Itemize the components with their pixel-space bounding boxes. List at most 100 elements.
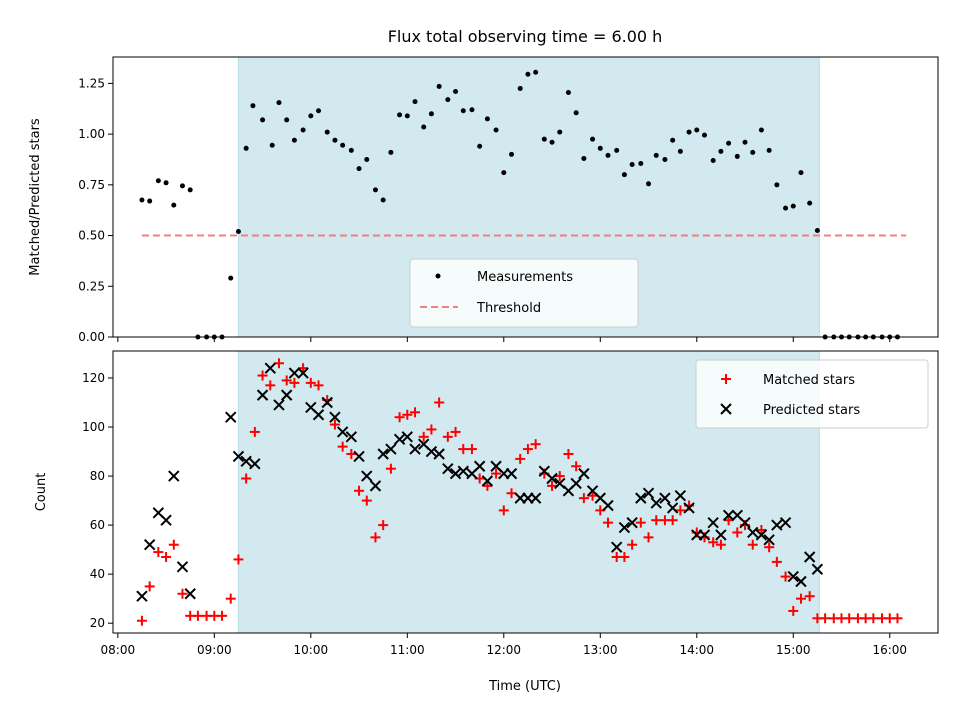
matched-star-point [578, 493, 589, 504]
x-tick-label: 10:00 [294, 643, 329, 657]
predicted-star-point [771, 519, 783, 531]
predicted-star-point [570, 477, 582, 490]
measurement-point [790, 203, 796, 209]
matched-star-point [675, 505, 686, 516]
matched-star-point [225, 593, 236, 604]
matched-star-point [780, 571, 791, 582]
matched-star-point [249, 426, 260, 437]
matched-star-point [257, 370, 268, 381]
predicted-star-point [409, 443, 421, 455]
matched-star-point [643, 532, 654, 543]
matched-star-point [402, 409, 413, 420]
matched-star-point [305, 377, 316, 388]
predicted-star-point [361, 470, 373, 482]
bottom-y-axis-label: Count [34, 473, 49, 512]
predicted-star-point [385, 443, 397, 455]
measurement-point [742, 139, 748, 145]
x-tick-label: 12:00 [486, 643, 521, 657]
predicted-star-point [273, 399, 285, 411]
measurement-point [260, 117, 266, 123]
predicted-star-point [176, 561, 189, 573]
bottom-legend-box [695, 359, 929, 429]
measurement-point [557, 129, 563, 135]
matched-star-point [329, 419, 340, 430]
matched-star-point [434, 397, 445, 408]
predicted-star-point [312, 409, 325, 421]
x-tick-label: 11:00 [390, 643, 425, 657]
predicted-star-point [143, 539, 156, 551]
matched-star-point [498, 505, 509, 516]
predicted-star-point [425, 445, 438, 458]
measurement-point [798, 170, 804, 176]
matched-star-point [394, 412, 405, 423]
measurement-point [662, 156, 668, 162]
predicted-star-point [618, 521, 631, 534]
measurement-point [590, 136, 596, 142]
top-legend-box [409, 258, 639, 328]
measurement-point [484, 116, 490, 122]
predicted-star-point [442, 462, 454, 475]
matched-star-point [627, 539, 638, 550]
predicted-star-point [449, 467, 462, 480]
predicted-star-point [642, 487, 655, 499]
matched-star-point [289, 377, 300, 388]
x-tick-label: 16:00 [872, 643, 907, 657]
measurement-point [766, 147, 772, 153]
legend-matched-label: Matched stars [763, 373, 855, 388]
measurement-point [541, 136, 547, 142]
matched-star-point [177, 588, 188, 599]
matched-star-point [281, 375, 292, 386]
matched-star-point [450, 426, 461, 437]
matched-star-point [153, 547, 164, 558]
legend-plus-glyph [721, 374, 731, 384]
matched-star-point [554, 471, 565, 482]
matched-star-point [651, 515, 662, 526]
matched-star-point [466, 444, 477, 455]
predicted-star-point [650, 497, 662, 509]
measurement-point [807, 200, 813, 206]
top-legend: Measurements Threshold [409, 258, 639, 328]
measurement-point [250, 103, 256, 109]
matched-star-point [346, 448, 357, 459]
matched-star-point [378, 520, 389, 531]
measurement-point [758, 127, 764, 133]
measurement-point [677, 148, 683, 154]
matched-star-point [732, 527, 743, 538]
matched-star-point [217, 610, 228, 621]
measurement-point [460, 108, 466, 114]
y-tick-label: 60 [90, 518, 105, 532]
x-tick-label: 08:00 [101, 643, 136, 657]
y-tick-label: 0.00 [78, 330, 105, 344]
measurement-point [638, 161, 644, 167]
predicted-star-point [722, 509, 735, 522]
y-tick-label: 100 [82, 420, 105, 434]
measurement-point [469, 107, 475, 113]
matched-star-point [764, 542, 775, 553]
predicted-star-point [787, 570, 799, 583]
predicted-star-point [240, 455, 252, 468]
measurement-point [139, 197, 145, 203]
matched-star-point [418, 431, 429, 442]
measurement-point [300, 127, 306, 133]
measurement-point [445, 97, 451, 103]
measurement-point [710, 157, 716, 163]
matched-star-point [426, 424, 437, 435]
matched-star-point [506, 488, 517, 499]
measurement-point [372, 187, 378, 193]
x-tick-label: 14:00 [679, 643, 714, 657]
predicted-star-point [136, 590, 148, 602]
measurement-point [228, 275, 234, 281]
predicted-star-point [674, 489, 687, 502]
y-tick-label: 20 [90, 616, 105, 630]
matched-star-point [354, 485, 365, 496]
predicted-star-point [707, 516, 719, 529]
measurement-point [340, 142, 346, 148]
predicted-star-point [168, 470, 180, 482]
top-x-ticks [117, 337, 891, 342]
measurement-point [291, 137, 297, 143]
figure-title: Flux total observing time = 6.00 h [388, 27, 663, 46]
measurement-point [243, 145, 249, 151]
legend-matched-marker [721, 374, 731, 384]
measurement-point [774, 182, 780, 188]
top-panel: 0.00 0.25 0.50 0.75 1.00 1.25 Matched/Predict… [28, 56, 939, 344]
